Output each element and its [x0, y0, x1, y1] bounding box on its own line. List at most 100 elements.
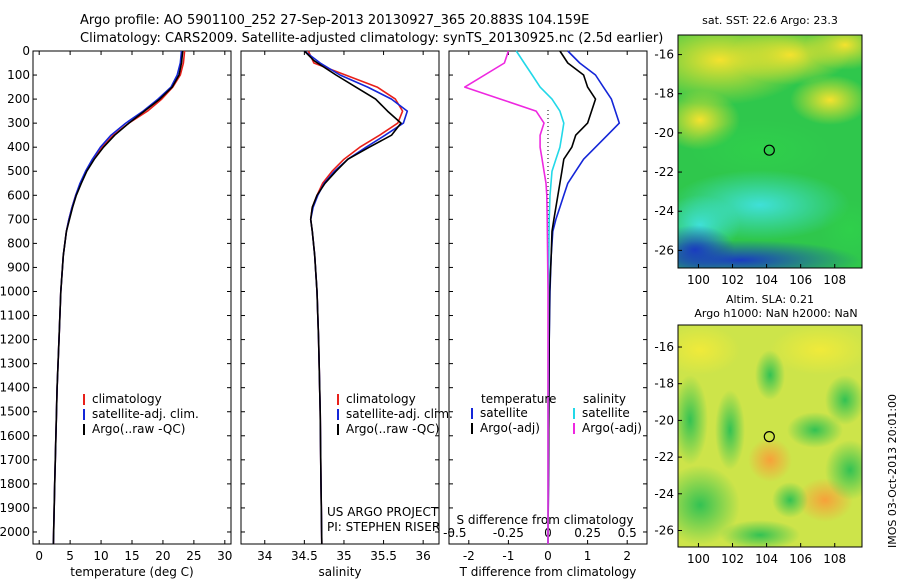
series-line-2-3 [463, 50, 549, 544]
credit-line: PI: STEPHEN RISER [327, 520, 440, 534]
series-line-2-0 [547, 50, 621, 545]
map-y-tick-label: -18 [654, 87, 674, 101]
x-tick-label: -2 [463, 549, 475, 563]
depth-tick-label: 200 [7, 92, 30, 106]
map-y-tick-label: -26 [654, 523, 674, 537]
x-tick-label: 35 [336, 549, 351, 563]
x-tick-label: 34.5 [291, 549, 318, 563]
legend-title-salinity: salinity [583, 392, 626, 406]
imos-timestamp: IMOS 03-Oct-2013 20:01:00 [886, 394, 899, 548]
header-line1: Argo profile: AO 5901100_252 27-Sep-2013… [80, 13, 589, 28]
x-tick-label: 36 [416, 549, 431, 563]
depth-tick-label: 600 [7, 188, 30, 202]
x-axis-label: salinity [318, 565, 361, 579]
x-tick-label: 5 [66, 549, 74, 563]
x-tick-label: 35.5 [370, 549, 397, 563]
x-tick-label: 15 [124, 549, 139, 563]
map-y-tick-label: -20 [654, 413, 674, 427]
map-y-tick-label: -22 [654, 165, 674, 179]
depth-tick-label: 1800 [0, 477, 30, 491]
sla-map-frame [677, 324, 863, 548]
credit-line: US ARGO PROJECT [327, 505, 439, 519]
depth-tick-label: 1000 [0, 284, 30, 298]
map-x-tick-label: 102 [721, 273, 744, 287]
sla-map-title-2: Argo h1000: NaN h2000: NaN [694, 307, 857, 320]
legend-title-temperature: temperature [481, 392, 556, 406]
map-x-tick-label: 104 [755, 552, 778, 566]
s-tick-label: 0.5 [618, 526, 637, 540]
series-line-2-2 [515, 50, 565, 544]
x-axis-label: temperature (deg C) [70, 565, 193, 579]
map-y-tick-label: -16 [654, 48, 674, 62]
s-axis-label: S difference from climatology [457, 513, 634, 527]
sst-map-frame [677, 34, 863, 269]
legend-entry: climatology [346, 392, 416, 406]
map-y-tick-label: -16 [654, 340, 674, 354]
sst-float-marker [763, 144, 775, 156]
legend-entry: satellite [582, 406, 630, 420]
depth-tick-label: 500 [7, 164, 30, 178]
depth-tick-label: 1600 [0, 429, 30, 443]
series-line-0-2 [52, 50, 184, 545]
map-x-tick-label: 104 [755, 273, 778, 287]
x-tick-label: 25 [186, 549, 201, 563]
map-y-tick-label: -22 [654, 450, 674, 464]
x-tick-label: 30 [217, 549, 232, 563]
map-x-tick-label: 100 [687, 273, 710, 287]
map-x-tick-label: 106 [789, 552, 812, 566]
x-tick-label: 20 [155, 549, 170, 563]
depth-tick-label: 800 [7, 236, 30, 250]
legend-entry: satellite-adj. clim. [346, 407, 453, 421]
x-tick-label: 1 [584, 549, 592, 563]
sla-float-marker [763, 431, 775, 443]
map-x-tick-label: 106 [789, 273, 812, 287]
series-line-0-1 [52, 50, 183, 545]
sst-map-image [678, 35, 862, 268]
x-tick-label: 10 [93, 549, 108, 563]
map-y-tick-label: -24 [654, 487, 674, 501]
depth-tick-label: 300 [7, 116, 30, 130]
depth-tick-label: 1400 [0, 381, 30, 395]
depth-tick-label: 100 [7, 68, 30, 82]
series-line-1-2 [303, 50, 402, 545]
sla-map-image [678, 325, 862, 547]
map-y-tick-label: -18 [654, 377, 674, 391]
map-x-tick-label: 102 [721, 552, 744, 566]
depth-tick-label: 1200 [0, 333, 30, 347]
series-line-0-0 [52, 50, 186, 545]
legend-entry: Argo(..raw -QC) [346, 422, 439, 436]
legend-entry: satellite [480, 406, 528, 420]
legend-entry: Argo(-adj) [582, 421, 642, 435]
depth-tick-label: 400 [7, 140, 30, 154]
depth-tick-label: 1300 [0, 357, 30, 371]
legend-entry: Argo(-adj) [480, 421, 540, 435]
map-y-tick-label: -26 [654, 243, 674, 257]
s-tick-label: -0.25 [493, 526, 524, 540]
series-line-2-1 [547, 50, 597, 545]
x-tick-label: 34 [257, 549, 272, 563]
x-tick-label: 0 [35, 549, 43, 563]
map-y-tick-label: -20 [654, 126, 674, 140]
map-x-tick-label: 108 [823, 552, 846, 566]
map-x-tick-label: 108 [823, 273, 846, 287]
depth-tick-label: 700 [7, 212, 30, 226]
salinity-plot-frame [240, 50, 440, 545]
legend-entry: climatology [92, 392, 162, 406]
x-tick-label: 2 [623, 549, 631, 563]
x-tick-label: 0 [544, 549, 552, 563]
temperature-plot-frame [32, 50, 232, 545]
sst-map-title: sat. SST: 22.6 Argo: 23.3 [702, 14, 838, 27]
sla-map-title-1: Altim. SLA: 0.21 [726, 293, 814, 306]
depth-tick-label: 2000 [0, 525, 30, 539]
depth-tick-label: 1500 [0, 405, 30, 419]
legend-entry: Argo(..raw -QC) [92, 422, 185, 436]
x-axis-label: T difference from climatology [459, 565, 637, 579]
s-tick-label: -0.5 [443, 526, 466, 540]
depth-tick-label: 900 [7, 260, 30, 274]
depth-tick-label: 1100 [0, 309, 30, 323]
depth-tick-label: 1700 [0, 453, 30, 467]
series-line-1-1 [303, 50, 409, 545]
series-line-1-0 [307, 50, 404, 545]
x-tick-label: -1 [502, 549, 514, 563]
